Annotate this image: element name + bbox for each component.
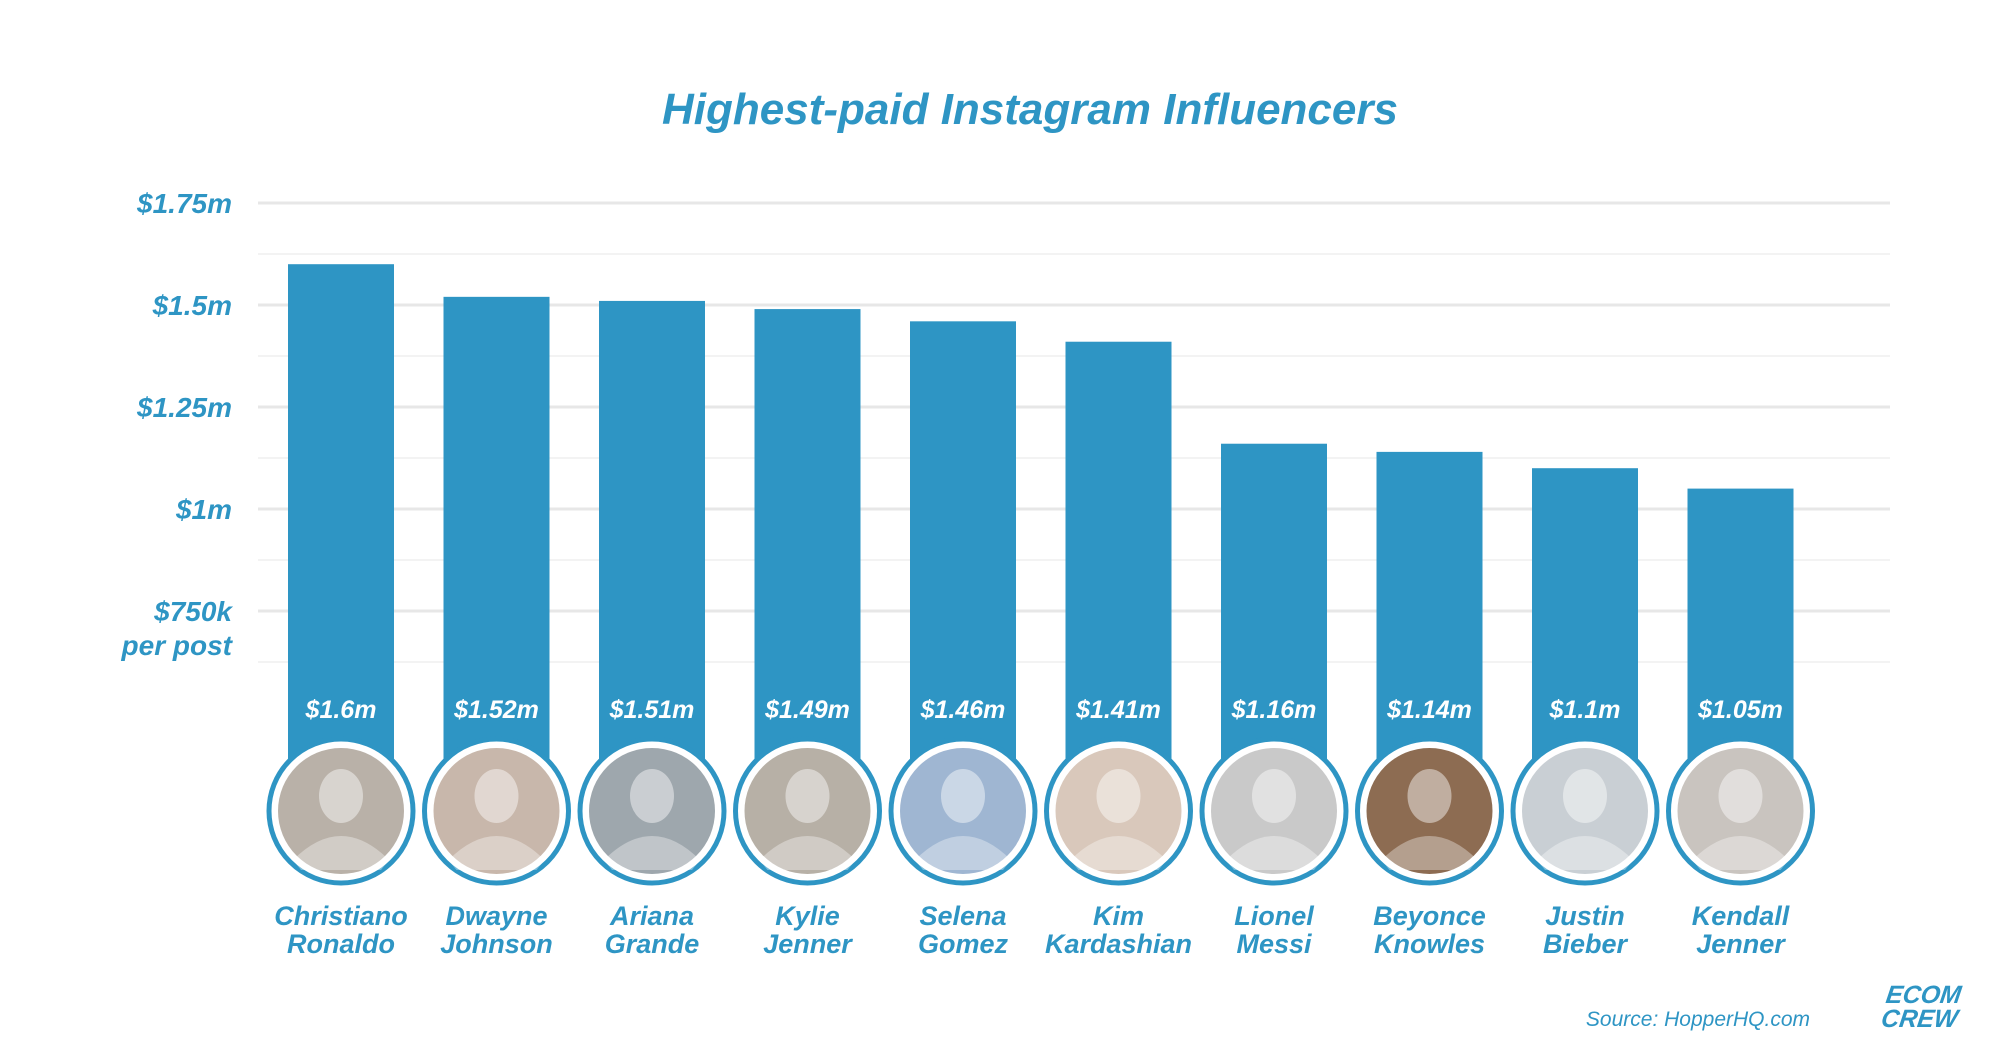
- y-tick-label: $750k: [153, 596, 233, 627]
- category-label: Ariana: [609, 901, 694, 931]
- ecom-crew-logo: ECOM CREW: [1879, 981, 1964, 1033]
- category-label: Jenner: [763, 929, 853, 959]
- y-tick-label: $1.75m: [136, 188, 232, 219]
- category-label: Lionel: [1234, 901, 1314, 931]
- ronaldo-photo: [266, 736, 416, 886]
- bar-value-label: $1.05m: [1697, 696, 1783, 724]
- bar: [1065, 341, 1172, 790]
- category-label: Gomez: [918, 929, 1009, 959]
- category-label: Knowles: [1374, 929, 1485, 959]
- avatars: [266, 736, 1815, 886]
- kendall-jenner-photo: [1666, 736, 1815, 886]
- category-label: Justin: [1545, 901, 1625, 931]
- bar: [288, 264, 394, 790]
- category-label: Kardashian: [1045, 929, 1192, 959]
- category-label: Kylie: [775, 901, 840, 931]
- bar-value-label: $1.52m: [453, 696, 539, 724]
- category-label: Selena: [919, 901, 1006, 931]
- beyonce-knowles-photo: [1355, 736, 1504, 886]
- category-label: Bieber: [1543, 929, 1629, 959]
- bar: [443, 296, 550, 790]
- category-label: Kim: [1093, 901, 1144, 931]
- category-label: Grande: [605, 929, 700, 959]
- category-label: Ronaldo: [287, 929, 395, 959]
- bar: [910, 321, 1016, 790]
- logo-text-line1: ECOM: [1884, 981, 1964, 1009]
- category-label: Beyonce: [1373, 901, 1486, 931]
- category-label: Messi: [1236, 929, 1312, 959]
- bar: [1221, 443, 1327, 790]
- kylie-jenner-photo: [733, 736, 882, 886]
- lionel-messi-photo: [1199, 736, 1349, 886]
- category-label: Christiano: [274, 901, 408, 931]
- bar-value-label: $1.51m: [609, 696, 695, 724]
- selena-gomez-photo: [888, 736, 1038, 886]
- y-tick-label: $1.5m: [152, 290, 232, 321]
- bar: [1376, 451, 1483, 790]
- category-label: Kendall: [1692, 901, 1790, 931]
- justin-bieber-photo: [1510, 736, 1660, 886]
- kim-kardashian-photo: [1044, 736, 1193, 886]
- category-label: Dwayne: [445, 901, 547, 931]
- logo-text-line2: CREW: [1879, 1005, 1962, 1033]
- y-tick-label: $1m: [175, 494, 232, 525]
- y-axis-unit-label: per post: [121, 630, 234, 661]
- y-tick-label: $1.25m: [136, 392, 232, 423]
- bar-value-label: $1.14m: [1386, 696, 1472, 724]
- bar-value-label: $1.1m: [1549, 696, 1621, 724]
- bar-value-label: $1.41m: [1075, 696, 1161, 724]
- category-label: Johnson: [440, 929, 553, 959]
- chart-title: Highest-paid Instagram Influencers: [662, 85, 1398, 134]
- dwayne-johnson-photo: [422, 736, 571, 886]
- bar-value-label: $1.6m: [305, 696, 377, 724]
- bar-value-label: $1.46m: [920, 696, 1006, 724]
- bar-value-label: $1.16m: [1231, 696, 1317, 724]
- bar: [599, 300, 705, 790]
- bars: $1.6m $1.52m $1.51m $1.49m $1.46m $1.41m $1.16…: [288, 264, 1794, 790]
- category-label: Jenner: [1696, 929, 1786, 959]
- ariana-grande-photo: [577, 736, 727, 886]
- bar-value-label: $1.49m: [764, 696, 850, 724]
- bar: [754, 309, 861, 790]
- source-note: Source: HopperHQ.com: [1586, 1008, 1810, 1031]
- bar: [1532, 468, 1638, 790]
